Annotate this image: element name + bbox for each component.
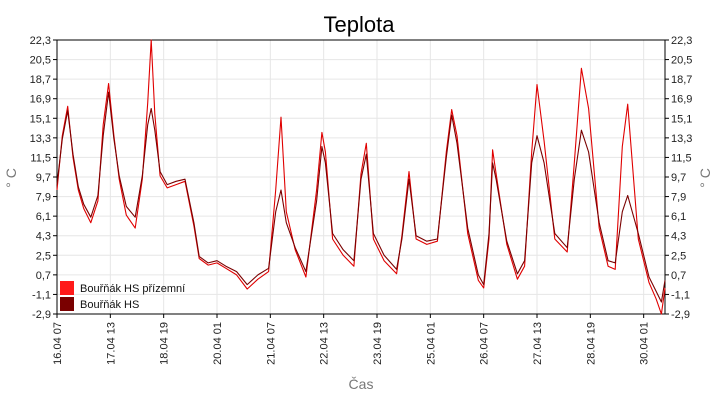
y-tick-label-left: -1,1 [32, 289, 51, 301]
y-tick-label-right: 4,3 [671, 231, 686, 243]
y-tick-label-left: 20,5 [30, 55, 51, 67]
y-tick-label-left: 16,9 [30, 94, 51, 106]
grid-lines [56, 40, 665, 314]
series-line-2 [56, 91, 666, 303]
y-tick-label-right: -2,9 [671, 309, 690, 321]
y-tick-label-right: 0,7 [671, 270, 686, 282]
x-tick-label: 26.04 07 [479, 322, 491, 365]
y-tick-label-left: 4,3 [36, 231, 51, 243]
y-tick-label-right: 20,5 [671, 55, 692, 67]
y-tick-label-left: 13,3 [30, 133, 51, 145]
legend-swatch-series-1 [60, 281, 74, 295]
x-tick-label: 22.04 13 [319, 322, 331, 365]
y-tick-label-left: 0,7 [36, 270, 51, 282]
x-tick-label: 20.04 01 [212, 322, 224, 365]
x-tick-label: 16.04 07 [52, 322, 64, 365]
y-tick-label-left: 7,9 [36, 192, 51, 204]
y-axis-label-left: ° C [3, 168, 19, 188]
y-tick-label-right: 9,7 [671, 172, 686, 184]
series-line-1 [56, 39, 666, 315]
x-tick-label: 25.04 01 [425, 322, 437, 365]
y-axis-right: 22,3 20,5 18,7 16,9 15,1 13,3 11,5 9,7 7,9 6,1 4,3… [665, 35, 692, 321]
y-tick-label-right: 6,1 [671, 211, 686, 223]
legend-label-series-2: Bouřňák HS [80, 299, 139, 311]
y-tick-label-right: 7,9 [671, 192, 686, 204]
y-tick-label-right: 22,3 [671, 35, 692, 47]
x-tick-label: 23.04 19 [372, 322, 384, 365]
x-tick-label: 21.04 07 [265, 322, 277, 365]
x-tick-label: 27.04 13 [532, 322, 544, 365]
x-tick-label: 17.04 13 [105, 322, 117, 365]
y-tick-label-right: 11,5 [671, 152, 692, 164]
legend: Bouřňák HS přízemní Bouřňák HS [60, 281, 185, 311]
y-tick-label-left: -2,9 [32, 309, 51, 321]
y-tick-label-right: 15,1 [671, 113, 692, 125]
y-tick-label-left: 18,7 [30, 74, 51, 86]
y-tick-label-left: 22,3 [30, 35, 51, 47]
y-axis-label-right: ° C [697, 168, 713, 188]
y-tick-label-left: 11,5 [30, 152, 51, 164]
y-tick-label-left: 6,1 [36, 211, 51, 223]
series-layer [56, 39, 666, 315]
x-axis-label: Čas [349, 376, 374, 392]
y-tick-label-right: 16,9 [671, 94, 692, 106]
y-tick-label-right: 2,5 [671, 250, 686, 262]
legend-label-series-1: Bouřňák HS přízemní [80, 283, 185, 295]
y-tick-label-right: 18,7 [671, 74, 692, 86]
y-tick-label-left: 15,1 [30, 113, 51, 125]
y-tick-label-right: -1,1 [671, 289, 690, 301]
y-tick-label-right: 13,3 [671, 133, 692, 145]
x-tick-label: 28.04 19 [585, 322, 597, 365]
x-tick-label: 30.04 01 [639, 322, 651, 365]
legend-swatch-series-2 [60, 297, 74, 311]
y-tick-label-left: 9,7 [36, 172, 51, 184]
y-axis-left: 22,3 20,5 18,7 16,9 15,1 13,3 11,5 9,7 7,9 6,1 4,3… [30, 35, 57, 321]
y-tick-label-left: 2,5 [36, 250, 51, 262]
chart-title: Teplota [324, 12, 396, 37]
x-axis: 16.04 07 17.04 13 18.04 19 20.04 01 21.04 07… [52, 314, 651, 365]
x-tick-label: 18.04 19 [159, 322, 171, 365]
